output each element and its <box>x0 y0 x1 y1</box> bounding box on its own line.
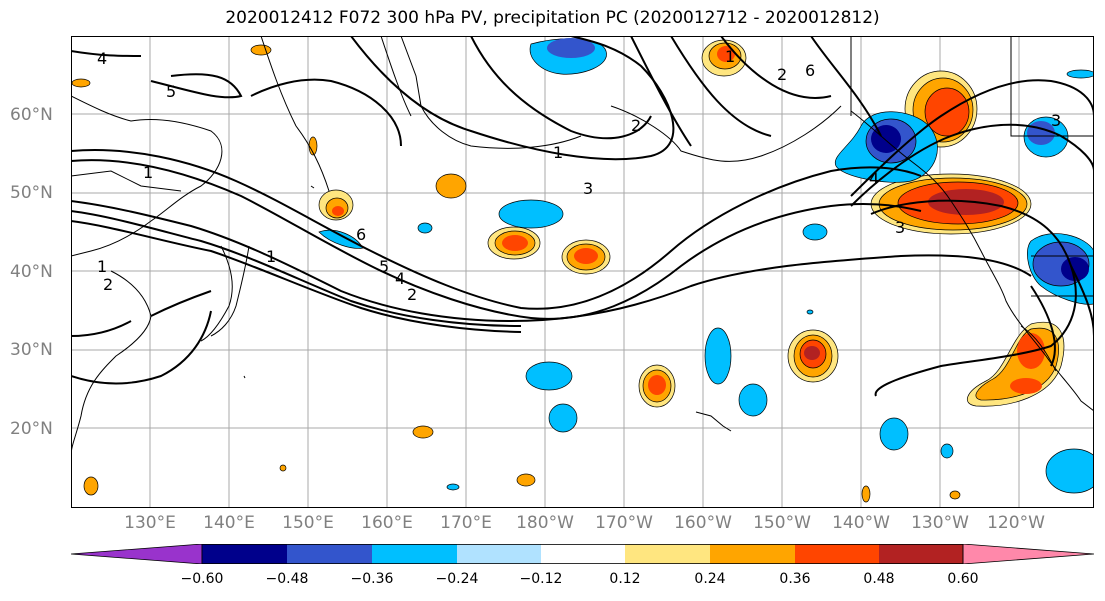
contour-label: 6 <box>356 225 366 244</box>
contour-label: 3 <box>1051 111 1061 130</box>
lon-label: 130°E <box>124 513 176 533</box>
lat-label: 50°N <box>10 183 53 203</box>
colorbar-segment <box>879 544 963 564</box>
contour-label: 5 <box>379 257 389 276</box>
colorbar-segment <box>541 544 625 564</box>
contour-label: 1 <box>725 47 735 66</box>
contour-label: 4 <box>869 169 879 188</box>
colorbar-segment <box>710 544 795 564</box>
contour-label: 2 <box>631 116 641 135</box>
lon-label: 120°W <box>987 513 1045 533</box>
contour-label: 4 <box>395 269 405 288</box>
colorbar-tick: 0.36 <box>779 571 811 587</box>
contour-label: 6 <box>805 61 815 80</box>
colorbar-segment <box>287 544 372 564</box>
contour-label: 4 <box>97 49 107 68</box>
pv-contours <box>71 36 1094 397</box>
lon-label: 150°E <box>282 513 334 533</box>
lat-label: 30°N <box>10 340 53 360</box>
colorbar-segment <box>372 544 457 564</box>
colorbar-segment <box>457 544 541 564</box>
lat-label: 60°N <box>10 105 53 125</box>
lon-label: 170°E <box>440 513 492 533</box>
map-panel: 4 5 1 1 2 1 6 5 4 2 1 3 2 1 2 6 4 3 3 <box>71 36 1094 508</box>
coastlines <box>71 36 1094 457</box>
colorbar <box>71 544 1094 564</box>
lat-label: 40°N <box>10 262 53 282</box>
lon-label: 170°W <box>595 513 653 533</box>
lon-label: 150°W <box>753 513 811 533</box>
lon-label: 160°W <box>674 513 732 533</box>
contour-label: 1 <box>97 257 107 276</box>
map-title: 2020012412 F072 300 hPa PV, precipitatio… <box>225 8 880 28</box>
contour-label: 1 <box>553 143 563 162</box>
colorbar-tick: −0.36 <box>350 571 394 587</box>
contour-label: 3 <box>583 179 593 198</box>
contour-label: 2 <box>103 275 113 294</box>
lat-label: 20°N <box>10 419 53 439</box>
contour-label: 1 <box>143 163 153 182</box>
colorbar-extend-high <box>962 544 1094 564</box>
colorbar-segment <box>202 544 287 564</box>
lon-label: 160°E <box>361 513 413 533</box>
contour-labels: 4 5 1 1 2 1 6 5 4 2 1 3 2 1 2 6 4 3 3 <box>97 47 1061 304</box>
colorbar-extend-low <box>71 544 203 564</box>
colorbar-segment <box>795 544 879 564</box>
contour-label: 3 <box>895 218 905 237</box>
lon-label: 130°W <box>911 513 969 533</box>
colorbar-tick: 0.48 <box>863 571 895 587</box>
colorbar-tick: −0.48 <box>265 571 309 587</box>
lon-label: 140°E <box>203 513 255 533</box>
colorbar-tick: −0.60 <box>180 571 224 587</box>
lon-label: 180°W <box>516 513 574 533</box>
contour-label: 5 <box>166 82 176 101</box>
colorbar-tick: −0.24 <box>435 571 479 587</box>
contour-label: 2 <box>407 285 417 304</box>
colorbar-segment <box>625 544 710 564</box>
precip-negative <box>318 38 1094 494</box>
colorbar-tick: 0.60 <box>947 571 979 587</box>
colorbar-tick: 0.24 <box>694 571 726 587</box>
colorbar-tick: −0.12 <box>519 571 563 587</box>
contour-label: 2 <box>777 65 787 84</box>
colorbar-tick: 0.12 <box>609 571 641 587</box>
lon-label: 140°W <box>832 513 890 533</box>
contour-label: 1 <box>266 247 276 266</box>
